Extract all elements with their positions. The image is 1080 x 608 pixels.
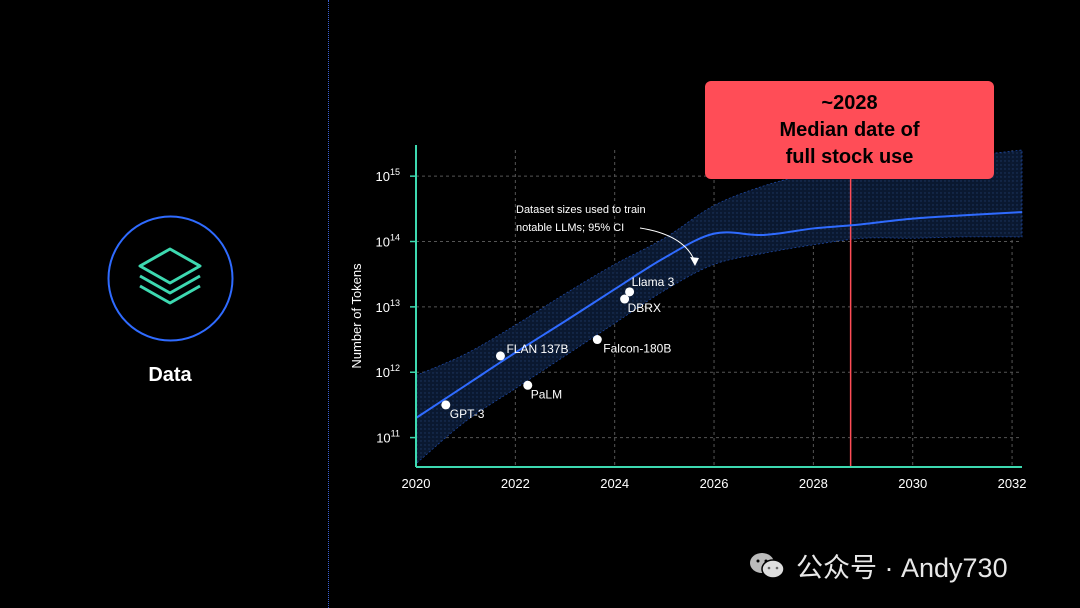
y-tick-label: 1012	[376, 363, 400, 380]
y-tick-label: 1013	[376, 298, 400, 315]
y-tick-label: 1011	[376, 429, 400, 446]
vertical-divider	[328, 0, 329, 608]
x-tick-label: 2028	[799, 476, 828, 491]
data-point	[441, 400, 451, 410]
annotation-arrowhead	[690, 257, 699, 266]
x-tick-label: 2022	[501, 476, 530, 491]
data-point	[495, 351, 505, 361]
x-tick-label: 2032	[998, 476, 1027, 491]
annotation-line-1: Dataset sizes used to train	[516, 204, 646, 216]
y-tick-label: 1015	[376, 167, 400, 184]
x-tick-label: 2024	[600, 476, 629, 491]
data-point	[620, 294, 630, 304]
ci-band	[415, 149, 1023, 465]
x-tick-label: 2030	[898, 476, 927, 491]
point-label: Llama 3	[632, 275, 675, 289]
point-label: FLAN 137B	[506, 342, 568, 356]
data-icon-circle	[107, 215, 234, 342]
x-tick-label: 2020	[402, 476, 431, 491]
data-point	[625, 287, 635, 297]
point-label: DBRX	[628, 301, 661, 315]
point-label: Falcon-180B	[603, 342, 671, 356]
data-label: Data	[148, 364, 192, 386]
data-point	[592, 335, 602, 345]
median-date-callout: ~2028 Median date of full stock use	[705, 81, 994, 179]
callout-year: ~2028	[821, 91, 878, 114]
point-label: PaLM	[531, 387, 562, 401]
data-point	[523, 380, 533, 390]
callout-line-2: Median date of	[779, 118, 920, 141]
annotation-arrow	[639, 227, 696, 263]
callout-line-3: full stock use	[785, 145, 914, 168]
y-axis-label: Number of Tokens	[349, 263, 364, 369]
wechat-icon	[750, 552, 785, 579]
layers-icon	[138, 247, 202, 305]
watermark-text: 公众号 · Andy730	[796, 553, 1008, 583]
watermark: 公众号 · Andy730	[748, 546, 1008, 585]
point-label: GPT-3	[450, 407, 485, 421]
x-tick-label: 2026	[700, 476, 729, 491]
annotation-line-2: notable LLMs; 95% CI	[516, 222, 624, 234]
median-projection-line	[415, 211, 1023, 419]
y-tick-label: 1014	[376, 233, 400, 250]
